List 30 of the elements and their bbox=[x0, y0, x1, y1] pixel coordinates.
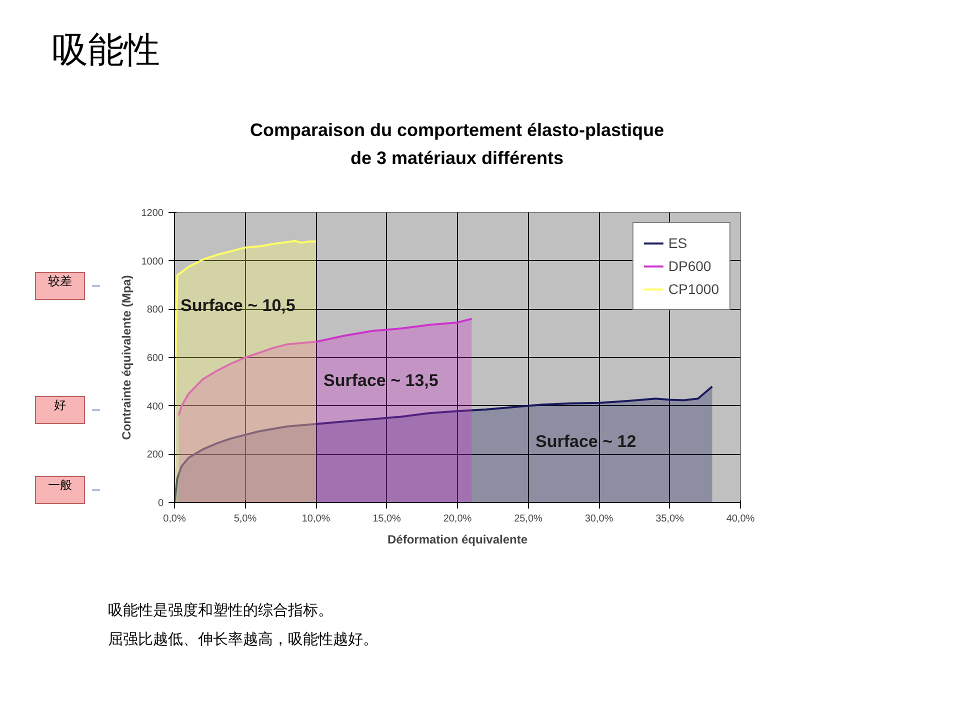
y-tick-label: 0 bbox=[158, 498, 164, 509]
x-tick-label: 15,0% bbox=[372, 514, 402, 524]
y-tick-label: 200 bbox=[146, 450, 164, 461]
x-tick-label: 40,0% bbox=[726, 514, 755, 524]
legend-label: CP1000 bbox=[668, 281, 719, 297]
y-tick-label: 400 bbox=[146, 401, 164, 412]
text: 较差 bbox=[35, 272, 85, 300]
y-tick-label: 600 bbox=[146, 353, 164, 364]
x-tick-label: 35,0% bbox=[656, 514, 684, 524]
chart-title: Comparaison du comportement élasto-plastique de 3 matériaux différents bbox=[248, 120, 666, 169]
x-tick-label: 5,0% bbox=[234, 514, 257, 524]
legend-label: ES bbox=[668, 235, 688, 251]
text: 吸能性是强度和塑性的综合指标。 bbox=[108, 601, 333, 620]
x-tick-label: 10,0% bbox=[302, 514, 330, 524]
y-axis-title: Contrainte équivalente (Mpa) bbox=[119, 275, 134, 440]
legend-label: DP600 bbox=[668, 258, 712, 274]
text: 一般 bbox=[35, 476, 85, 504]
y-tick-label: 800 bbox=[146, 304, 164, 316]
y-tick-label: 1000 bbox=[141, 256, 164, 268]
x-tick-label: 0,0% bbox=[163, 514, 186, 524]
annotation: Surface ~ 12 bbox=[536, 432, 636, 451]
text: 屈强比越低、伸长率越高，吸能性越好。 bbox=[108, 630, 378, 649]
annotation: Surface ~ 13,5 bbox=[324, 371, 438, 390]
x-tick-label: 20,0% bbox=[443, 514, 472, 524]
text: 吸能性 bbox=[52, 29, 160, 73]
x-axis-title: Déformation équivalente bbox=[387, 532, 528, 546]
y-tick-label: 1200 bbox=[141, 208, 164, 219]
x-tick-label: 30,0% bbox=[584, 514, 614, 524]
x-tick-label: 25,0% bbox=[514, 514, 543, 524]
text: 好 bbox=[35, 396, 85, 424]
